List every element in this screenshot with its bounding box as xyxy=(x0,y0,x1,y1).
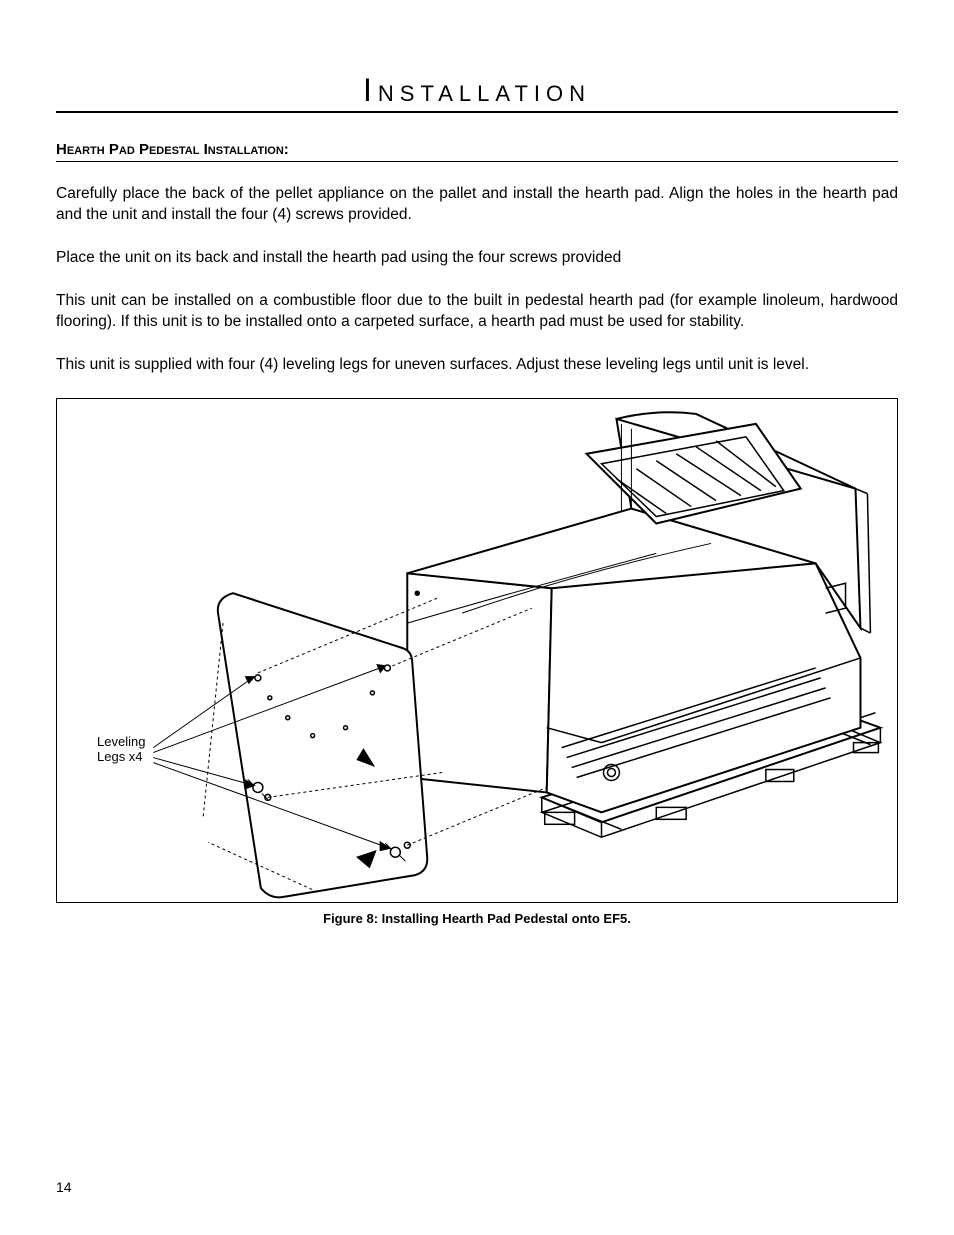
label-line2: Legs x4 xyxy=(97,749,143,764)
body-paragraph: Carefully place the back of the pellet a… xyxy=(56,184,898,226)
leveling-legs-label: Leveling Legs x4 xyxy=(97,734,145,765)
body-paragraph: This unit can be installed on a combusti… xyxy=(56,291,898,333)
page-number: 14 xyxy=(56,1179,72,1195)
label-line1: Leveling xyxy=(97,734,145,749)
section-heading: Hearth Pad Pedestal Installation: xyxy=(56,141,898,162)
page: Installation Hearth Pad Pedestal Install… xyxy=(0,0,954,1235)
figure-caption: Figure 8: Installing Hearth Pad Pedestal… xyxy=(56,911,898,926)
installation-diagram xyxy=(57,399,897,902)
body-paragraph: Place the unit on its back and install t… xyxy=(56,248,898,269)
figure-box: Leveling Legs x4 xyxy=(56,398,898,903)
page-title: Installation xyxy=(56,72,898,113)
body-paragraph: This unit is supplied with four (4) leve… xyxy=(56,355,898,376)
